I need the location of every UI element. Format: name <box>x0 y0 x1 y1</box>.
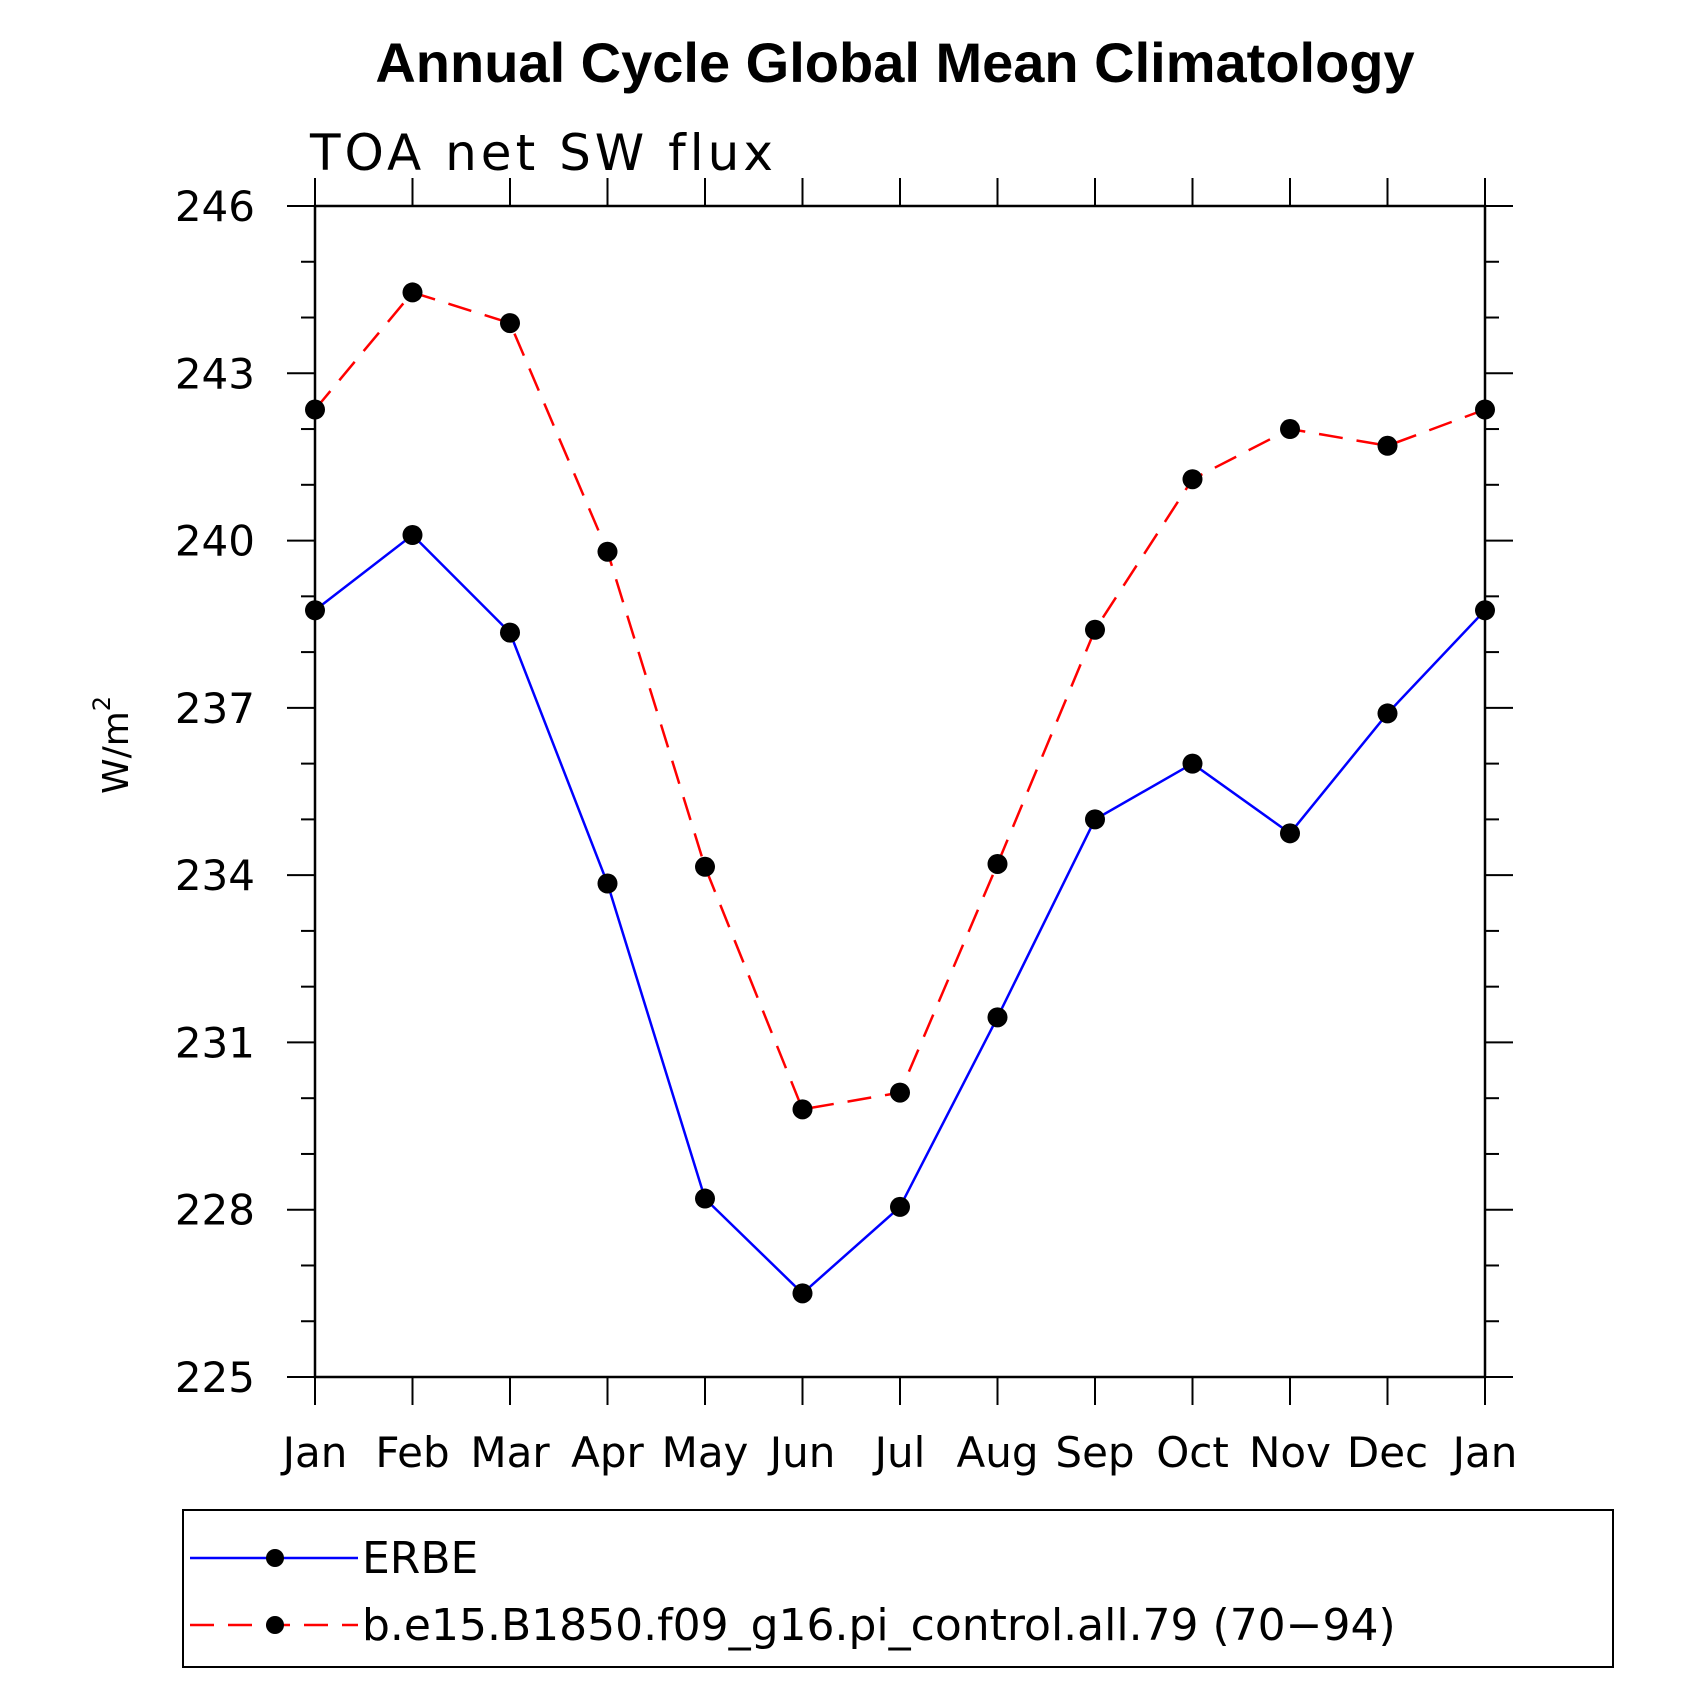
data-point-1-8 <box>1085 619 1105 640</box>
data-point-0-6 <box>890 1196 910 1217</box>
data-point-0-1 <box>402 524 423 545</box>
x-tick-label: Feb <box>375 1428 449 1477</box>
y-tick-label: 240 <box>175 517 255 566</box>
x-tick-label: Apr <box>571 1428 644 1477</box>
data-point-1-10 <box>1280 419 1300 440</box>
legend-label-erbe: ERBE <box>362 1533 478 1584</box>
x-tick-label: Sep <box>1055 1428 1134 1477</box>
data-point-0-4 <box>695 1188 715 1209</box>
data-point-1-11 <box>1377 435 1398 456</box>
data-point-1-9 <box>1182 469 1203 490</box>
data-point-0-0 <box>305 600 325 621</box>
y-axis-label: W/m2 <box>88 696 137 794</box>
y-tick-label: 246 <box>175 182 255 231</box>
data-point-1-2 <box>500 313 520 334</box>
x-tick-label: Jan <box>280 1428 348 1477</box>
data-point-0-7 <box>987 1007 1008 1028</box>
legend-box <box>182 1509 1614 1668</box>
legend: ERBE b.e15.B1850.f09_g16.pi_control.all.… <box>182 1509 1614 1668</box>
data-point-0-12 <box>1475 600 1495 621</box>
series-line-0 <box>314 533 1486 1296</box>
x-tick-label: May <box>662 1428 749 1477</box>
data-point-0-5 <box>792 1283 813 1304</box>
y-tick-label: 225 <box>175 1353 255 1402</box>
legend-label-model: b.e15.B1850.f09_g16.pi_control.all.79 (7… <box>362 1600 1396 1651</box>
data-point-0-3 <box>597 873 618 894</box>
legend-marker-erbe <box>266 1549 284 1567</box>
y-axis-label-unit: W/m <box>96 711 137 794</box>
data-point-1-3 <box>597 541 618 562</box>
x-tick-label: Mar <box>470 1428 550 1477</box>
y-axis-label-superscript: 2 <box>88 696 116 711</box>
data-point-1-0 <box>305 399 325 420</box>
series-line-1 <box>314 290 1486 1111</box>
x-tick-label: Oct <box>1156 1428 1229 1477</box>
series-layer <box>305 282 1495 1304</box>
x-tick-label: Dec <box>1347 1428 1428 1477</box>
x-tick-label: Jun <box>767 1428 836 1477</box>
data-point-0-11 <box>1377 703 1398 724</box>
legend-marker-model <box>266 1616 284 1634</box>
data-point-0-2 <box>500 622 520 643</box>
data-point-1-12 <box>1475 399 1495 420</box>
data-point-1-4 <box>695 856 715 877</box>
data-point-0-8 <box>1085 809 1105 830</box>
data-point-1-5 <box>792 1099 813 1120</box>
data-point-1-6 <box>890 1082 910 1103</box>
x-tick-label: Aug <box>956 1428 1038 1477</box>
x-tick-label: Jul <box>872 1428 926 1477</box>
chart-title: Annual Cycle Global Mean Climatology <box>375 31 1414 94</box>
chart-subtitle: TOA net SW flux <box>309 124 777 182</box>
data-point-1-7 <box>987 853 1008 874</box>
data-point-0-9 <box>1182 753 1203 774</box>
y-tick-label: 228 <box>175 1186 255 1235</box>
y-tick-label: 237 <box>175 684 255 733</box>
y-tick-label: 243 <box>175 349 255 398</box>
x-tick-label: Nov <box>1249 1428 1331 1477</box>
x-tick-label: Jan <box>1450 1428 1518 1477</box>
y-tick-label: 234 <box>175 851 255 900</box>
axes: 225 228 231 234 237 240 243 246 Jan Feb Mar Apr May J… <box>175 178 1518 1477</box>
data-point-1-1 <box>402 282 423 303</box>
y-tick-label: 231 <box>175 1018 255 1067</box>
data-point-0-10 <box>1280 823 1300 844</box>
